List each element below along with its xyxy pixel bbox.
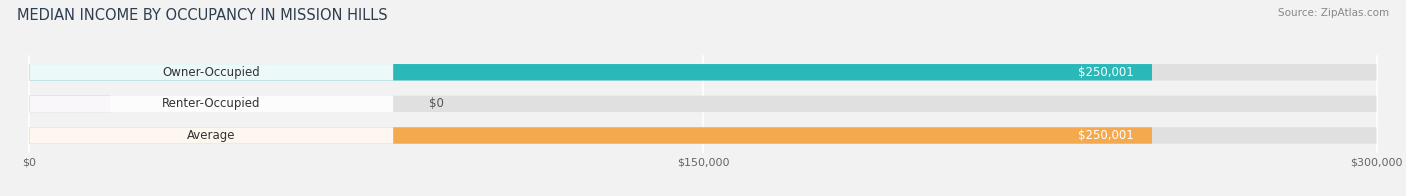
Text: Owner-Occupied: Owner-Occupied xyxy=(163,66,260,79)
Text: MEDIAN INCOME BY OCCUPANCY IN MISSION HILLS: MEDIAN INCOME BY OCCUPANCY IN MISSION HI… xyxy=(17,8,388,23)
FancyBboxPatch shape xyxy=(30,127,1376,144)
FancyBboxPatch shape xyxy=(30,127,394,144)
FancyBboxPatch shape xyxy=(30,96,110,112)
FancyBboxPatch shape xyxy=(30,96,394,112)
FancyBboxPatch shape xyxy=(30,64,1376,81)
FancyBboxPatch shape xyxy=(30,127,1152,144)
FancyBboxPatch shape xyxy=(30,96,1376,112)
FancyBboxPatch shape xyxy=(30,64,1152,81)
Text: $250,001: $250,001 xyxy=(1078,129,1135,142)
Text: Renter-Occupied: Renter-Occupied xyxy=(162,97,260,110)
Text: Average: Average xyxy=(187,129,236,142)
Text: $0: $0 xyxy=(429,97,444,110)
Text: $250,001: $250,001 xyxy=(1078,66,1135,79)
Text: Source: ZipAtlas.com: Source: ZipAtlas.com xyxy=(1278,8,1389,18)
FancyBboxPatch shape xyxy=(30,64,394,81)
